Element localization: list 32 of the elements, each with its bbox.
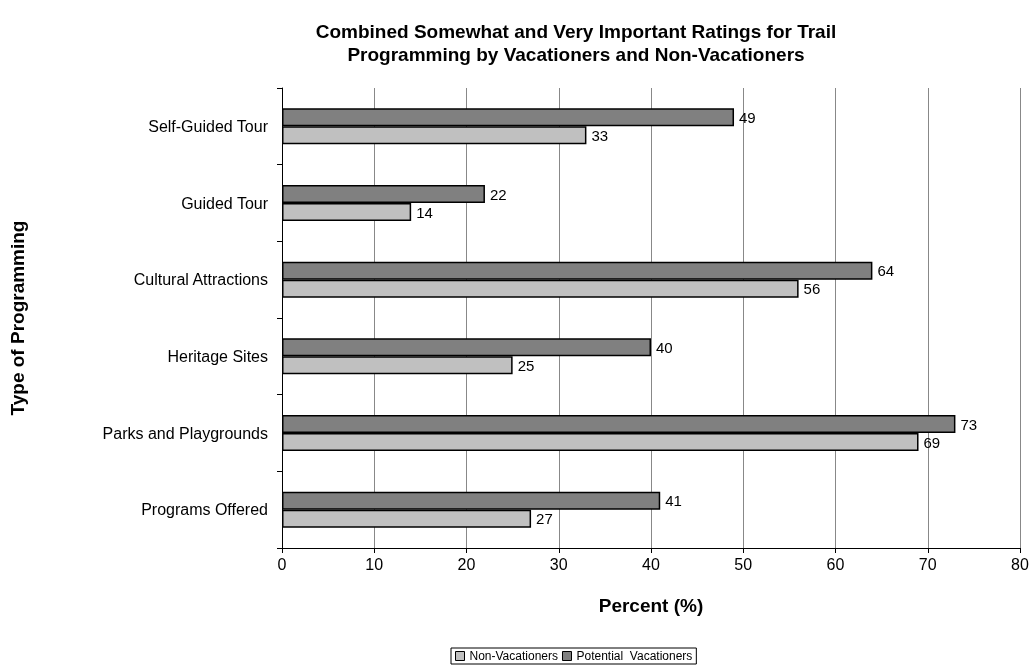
data-label: 25 bbox=[517, 356, 535, 374]
y-tick-label: Guided Tour bbox=[181, 194, 269, 212]
x-tick-label: 60 bbox=[826, 555, 845, 573]
x-axis-title: Percent (%) bbox=[598, 595, 704, 616]
data-label: 27 bbox=[536, 510, 553, 528]
x-tick-label: 10 bbox=[365, 555, 384, 573]
chart-title: Combined Somewhat and Very Important Ratings for Trail Programming by Vacationers and Non-Vacationers bbox=[315, 21, 837, 65]
data-label: 73 bbox=[960, 415, 978, 433]
x-tick-label: 30 bbox=[549, 555, 568, 573]
data-label: 56 bbox=[803, 280, 821, 298]
y-tick-label: Programs Offered bbox=[141, 501, 268, 519]
x-tick-label: 70 bbox=[918, 555, 937, 573]
legend-label: Non-Vacationers bbox=[469, 649, 558, 663]
data-label: 33 bbox=[591, 126, 609, 144]
x-tick-label: 40 bbox=[642, 555, 660, 573]
y-axis-title: Type of Programming bbox=[7, 220, 28, 416]
data-label: 41 bbox=[665, 492, 682, 510]
x-tick-label: 0 bbox=[277, 555, 287, 573]
x-tick-label: 50 bbox=[734, 555, 753, 573]
data-label: 40 bbox=[656, 338, 673, 356]
data-label: 64 bbox=[877, 262, 895, 280]
x-tick-label: 80 bbox=[1011, 555, 1029, 573]
y-tick-label: Heritage Sites bbox=[167, 347, 268, 365]
y-tick-label: Self-Guided Tour bbox=[148, 117, 269, 135]
y-tick-label: Parks and Playgrounds bbox=[102, 424, 268, 442]
y-tick-label: Cultural Attractions bbox=[133, 271, 268, 289]
data-label: 14 bbox=[416, 203, 433, 221]
x-tick-label: 20 bbox=[457, 555, 476, 573]
data-label: 22 bbox=[489, 185, 507, 203]
data-label: 69 bbox=[923, 433, 941, 451]
legend-label: Potential Vacationers bbox=[576, 649, 693, 663]
data-label: 49 bbox=[739, 108, 756, 126]
